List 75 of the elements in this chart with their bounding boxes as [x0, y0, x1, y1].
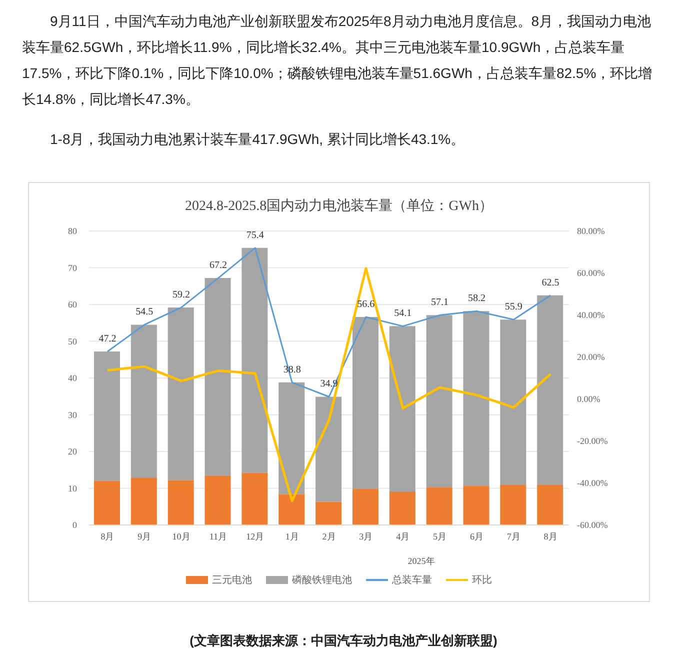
y-tick-label: 20	[68, 446, 78, 456]
x-tick-label: 1月	[285, 531, 299, 542]
y-tick-label: 70	[68, 262, 78, 273]
x-tick-label: 4月	[396, 531, 410, 542]
bar	[94, 352, 120, 481]
y-tick-label: 40	[68, 373, 78, 383]
x-tick-label: 3月	[359, 531, 373, 542]
x-tick-label: 10月	[172, 531, 190, 542]
data-label: 57.1	[431, 297, 449, 308]
bar	[352, 316, 378, 489]
bar	[389, 326, 416, 492]
x-tick-label: 8月	[100, 531, 114, 542]
y-tick-label: 80	[68, 226, 78, 236]
y-tick-label: 60	[68, 300, 78, 310]
text: 1-8月，我国动力电池累计装车量417.9GWh, 累计同比增长43.1%。	[49, 130, 466, 149]
data-label: 62.5	[542, 277, 560, 288]
bar	[94, 480, 120, 525]
x-tick-label: 6月	[470, 531, 484, 542]
bar	[500, 320, 526, 485]
x-axis-title: 2025年	[406, 555, 436, 568]
x-tick-label: 12月	[246, 531, 264, 542]
legend-label: 三元电池	[212, 574, 252, 587]
bar	[242, 248, 268, 473]
bar	[130, 324, 157, 478]
y-tick-label: 30	[68, 410, 78, 420]
legend-label: 环比	[472, 574, 492, 587]
chart-title: 2024.8-2025.8国内动力电池装车量（单位：GWh）	[184, 197, 494, 215]
bar	[426, 487, 452, 525]
y2-tick-label: 80.00%	[577, 226, 606, 236]
x-tick-label: 9月	[138, 531, 152, 542]
y2-tick-label: -60.00%	[577, 520, 608, 530]
bar	[204, 278, 231, 476]
bar	[168, 307, 194, 480]
data-label: 54.5	[136, 306, 154, 318]
data-label: 75.4	[246, 230, 264, 241]
y2-tick-label: 60.00%	[577, 268, 606, 278]
bar	[537, 484, 564, 525]
y2-tick-label: 0.00%	[577, 394, 601, 404]
y-tick-label: 10	[68, 483, 78, 494]
bar	[463, 311, 490, 486]
data-label: 59.2	[172, 289, 190, 300]
bar	[316, 396, 342, 502]
bar	[168, 480, 194, 525]
bar	[389, 492, 416, 525]
bar	[242, 472, 268, 525]
y2-tick-label: -40.00%	[577, 478, 608, 488]
legend-label: 总装车量	[392, 574, 432, 587]
y-tick-label: 0	[72, 520, 78, 530]
bar	[463, 486, 490, 525]
data-label: 54.1	[394, 308, 412, 320]
x-tick-label: 11月	[209, 531, 228, 542]
bar	[316, 502, 342, 525]
bar	[500, 484, 526, 525]
data-label: 58.2	[468, 293, 486, 304]
bar	[204, 475, 231, 525]
y2-tick-label: 40.00%	[577, 310, 606, 320]
y-tick-label: 50	[68, 336, 78, 346]
bar	[278, 494, 305, 525]
text: 9月11日，中国汽车动力电池产业创新联盟发布2025年8月动力电池月度信息。8月，我国动力电池装车量62.5GWh，环比增长11.9%，同比增长32.4%。其中三元电池装车量10.9GWh，占总装车量17.5%，环比下降0.1%，同比下降10.0%；磷酸铁锂电池装车量51.6GWh，占总装车量82.5%，环比增长14.8%，同比增长47.3%。	[21, 12, 654, 109]
bar	[278, 382, 305, 494]
y2-tick-label: 20.00%	[577, 352, 606, 362]
legend-label: 磷酸铁锂电池	[292, 574, 352, 587]
bar	[352, 488, 378, 525]
bar	[130, 478, 157, 525]
x-tick-label: 5月	[433, 531, 447, 542]
bar	[426, 315, 452, 488]
data-label: 47.2	[98, 334, 116, 345]
y2-tick-label: -20.00%	[577, 436, 608, 446]
data-label: 67.2	[209, 260, 227, 272]
x-tick-label: 7月	[506, 531, 520, 542]
text: (文章图表数据来源：中国汽车动力电池产业创新联盟)	[188, 632, 498, 650]
bar	[537, 295, 564, 485]
data-label: 55.9	[504, 302, 522, 313]
x-tick-label: 2月	[322, 531, 336, 542]
x-tick-label: 8月	[544, 531, 558, 542]
